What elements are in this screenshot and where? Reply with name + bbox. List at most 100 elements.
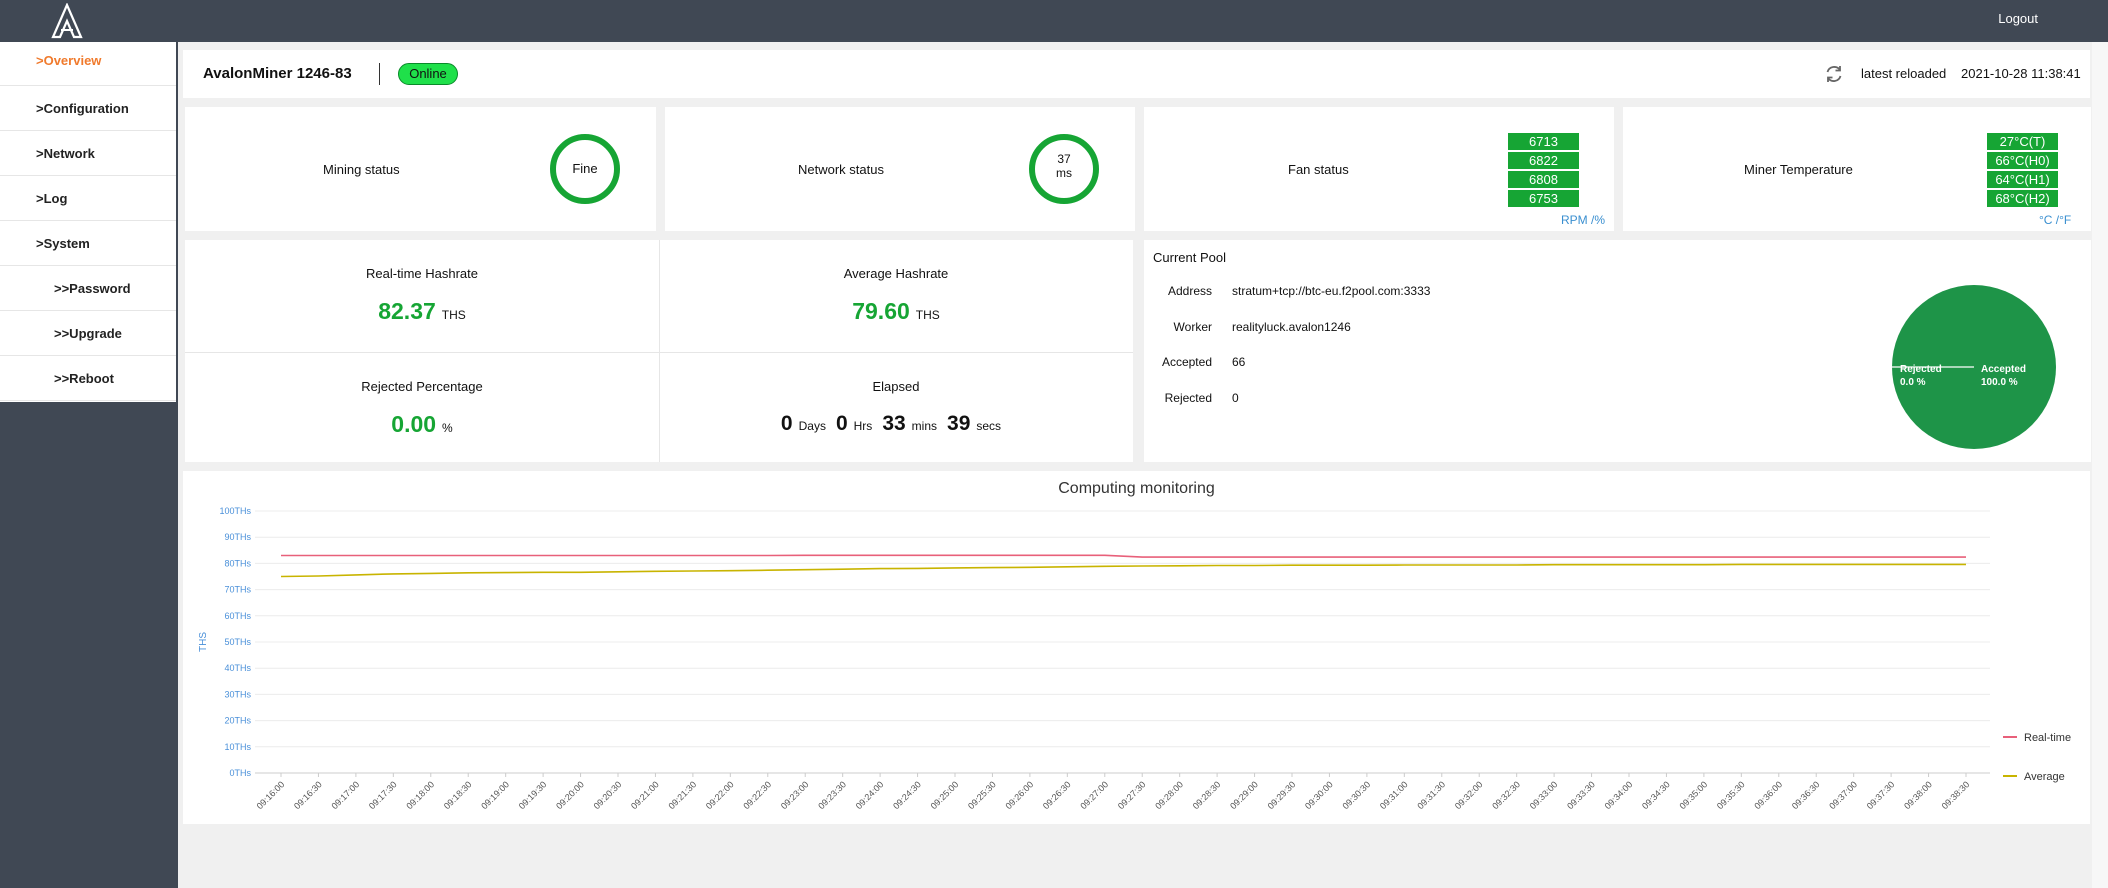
x-tick-label: 09:23:00 xyxy=(779,779,811,811)
reload-label: latest reloaded xyxy=(1861,66,1947,81)
x-tick-label: 09:34:30 xyxy=(1640,779,1672,811)
pool-address: stratum+tcp://btc-eu.f2pool.com:3333 xyxy=(1232,284,1431,298)
elapsed-hours: 0 xyxy=(835,412,848,435)
hashrate-divider-v xyxy=(659,240,660,462)
average-hashrate-value: 79.60 xyxy=(852,298,910,324)
sidebar: >Overview >Configuration >Network >Log >… xyxy=(0,42,176,402)
x-tick-label: 09:37:30 xyxy=(1865,779,1897,811)
x-tick-label: 09:30:00 xyxy=(1303,779,1335,811)
legend-label-average: Average xyxy=(2024,771,2065,783)
x-tick-label: 09:34:00 xyxy=(1603,779,1635,811)
realtime-hashrate-value: 82.37 xyxy=(378,298,436,324)
sidebar-item-overview[interactable]: >Overview xyxy=(0,42,176,86)
hashrate-line-chart: 0THs 10THs 20THs 30THs 40THs 50THs 60THs 70THs 8… xyxy=(198,506,2071,811)
fan-status-card: Fan status 6713 6822 6808 6753 RPM /% xyxy=(1144,107,1614,231)
sidebar-item-network[interactable]: >Network xyxy=(0,131,176,176)
fan-speed-3: 6808 xyxy=(1508,171,1579,189)
pie-accepted-pct: 100.0 % xyxy=(1981,377,2018,388)
fan-status-label: Fan status xyxy=(1288,162,1349,177)
mining-status-card: Mining status Fine xyxy=(185,107,656,231)
x-tick-label: 09:20:30 xyxy=(592,779,624,811)
average-hashrate-label: Average Hashrate xyxy=(843,266,949,281)
y-tick-label: 90THs xyxy=(224,532,251,542)
computing-monitoring-card: Computing monitoring 0THs 10THs 20THs 30THs… xyxy=(183,471,2090,824)
reload-time: 2021-10-28 11:38:41 xyxy=(1961,66,2081,81)
pie-rejected-pct: 0.0 % xyxy=(1900,377,1926,388)
fan-speed-2: 6822 xyxy=(1508,152,1579,170)
temperature-unit-toggle[interactable]: °C /°F xyxy=(2039,213,2072,227)
y-axis-label: THS xyxy=(198,632,209,652)
elapsed-minutes-unit: mins xyxy=(911,419,938,433)
network-status-label: Network status xyxy=(798,162,884,177)
x-tick-label: 09:27:30 xyxy=(1116,779,1148,811)
x-tick-label: 09:25:00 xyxy=(929,779,961,811)
x-tick-label: 09:37:00 xyxy=(1827,779,1859,811)
avalon-logo-icon[interactable] xyxy=(50,3,84,39)
y-tick-label: 20THs xyxy=(224,716,251,726)
realtime-hashrate-unit: THS xyxy=(441,308,466,322)
chart-title: Computing monitoring xyxy=(1058,480,1215,497)
x-tick-label: 09:19:00 xyxy=(479,779,511,811)
sidebar-item-password[interactable]: >>Password xyxy=(0,266,176,311)
sidebar-item-system[interactable]: >System xyxy=(0,221,176,266)
pool-rejected-label: Rejected xyxy=(1164,391,1212,405)
x-tick-label: 09:21:30 xyxy=(666,779,698,811)
temperature-t: 27°C(T) xyxy=(1987,133,2058,151)
legend-label-real-time: Real-time xyxy=(2024,732,2071,744)
temperature-h2: 68°C(H2) xyxy=(1987,190,2058,208)
temperature-h0: 66°C(H0) xyxy=(1987,152,2058,170)
mining-status-value: Fine xyxy=(572,161,598,176)
x-tick-label: 09:28:30 xyxy=(1191,779,1223,811)
x-tick-label: 09:26:00 xyxy=(1003,779,1035,811)
elapsed-seconds: 39 xyxy=(947,412,971,435)
x-tick-label: 09:31:00 xyxy=(1378,779,1410,811)
fan-unit-toggle[interactable]: RPM /% xyxy=(1561,213,1606,227)
y-tick-label: 0THs xyxy=(229,768,251,778)
x-tick-label: 09:29:30 xyxy=(1266,779,1298,811)
fan-speed-1: 6713 xyxy=(1508,133,1579,151)
pool-worker: realityluck.avalon1246 xyxy=(1232,320,1351,334)
hashrate-card: Real-time Hashrate 82.37 THS Average Hash… xyxy=(185,240,1133,462)
overview-header: AvalonMiner 1246-83 Online latest reload… xyxy=(183,50,2090,98)
y-tick-label: 80THs xyxy=(224,558,251,568)
network-latency-unit: ms xyxy=(1056,166,1072,180)
right-edge xyxy=(2092,42,2108,888)
realtime-hashrate-label: Real-time Hashrate xyxy=(366,266,478,281)
x-tick-label: 09:28:00 xyxy=(1153,779,1185,811)
pie-rejected-label: Rejected xyxy=(1900,364,1942,375)
y-tick-label: 40THs xyxy=(224,663,251,673)
sidebar-item-configuration[interactable]: >Configuration xyxy=(0,86,176,131)
x-tick-label: 09:20:00 xyxy=(554,779,586,811)
x-tick-label: 09:25:30 xyxy=(966,779,998,811)
x-tick-label: 09:27:00 xyxy=(1078,779,1110,811)
y-tick-label: 70THs xyxy=(224,585,251,595)
top-bar: Logout xyxy=(0,0,2108,42)
refresh-icon[interactable] xyxy=(1823,63,1845,85)
pool-address-label: Address xyxy=(1167,284,1212,298)
rejected-percentage-value: 0.00 xyxy=(391,411,437,437)
temperature-card: Miner Temperature 27°C(T) 66°C(H0) 64°C(… xyxy=(1623,107,2091,231)
x-tick-label: 09:38:30 xyxy=(1940,779,1972,811)
x-tick-label: 09:16:30 xyxy=(292,779,324,811)
x-tick-label: 09:30:30 xyxy=(1340,779,1372,811)
sidebar-item-reboot[interactable]: >>Reboot xyxy=(0,356,176,401)
x-tick-label: 09:23:30 xyxy=(816,779,848,811)
current-pool-card: Current Pool Address stratum+tcp://btc-e… xyxy=(1144,240,2091,462)
elapsed-label: Elapsed xyxy=(872,379,920,394)
x-tick-label: 09:36:30 xyxy=(1790,779,1822,811)
pool-title: Current Pool xyxy=(1153,250,1226,265)
realtime-hashrate: 82.37 THS xyxy=(185,298,659,325)
mining-status-label: Mining status xyxy=(323,162,400,177)
sidebar-item-log[interactable]: >Log xyxy=(0,176,176,221)
series-line-real-time xyxy=(281,554,1966,558)
elapsed-days-unit: Days xyxy=(798,419,826,433)
average-hashrate: 79.60 THS xyxy=(659,298,1133,325)
pool-worker-label: Worker xyxy=(1173,320,1212,334)
pie-accepted-label: Accepted xyxy=(1981,364,2026,375)
pool-accepted-label: Accepted xyxy=(1161,355,1212,369)
pool-accepted: 66 xyxy=(1232,355,1246,369)
x-tick-label: 09:18:00 xyxy=(404,779,436,811)
x-tick-label: 09:17:30 xyxy=(367,779,399,811)
sidebar-item-upgrade[interactable]: >>Upgrade xyxy=(0,311,176,356)
logout-link[interactable]: Logout xyxy=(1998,11,2038,26)
